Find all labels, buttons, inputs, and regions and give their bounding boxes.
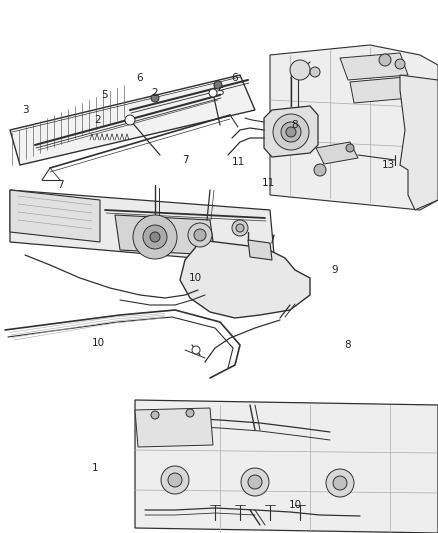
Text: 1: 1 xyxy=(92,463,98,473)
Polygon shape xyxy=(10,190,100,242)
Circle shape xyxy=(248,475,262,489)
Circle shape xyxy=(326,469,354,497)
Text: 8: 8 xyxy=(345,340,351,350)
Circle shape xyxy=(151,411,159,419)
Circle shape xyxy=(314,164,326,176)
Polygon shape xyxy=(248,240,272,260)
Circle shape xyxy=(290,60,310,80)
Circle shape xyxy=(214,81,222,89)
Text: 13: 13 xyxy=(381,160,395,170)
Text: 2: 2 xyxy=(152,88,158,98)
Polygon shape xyxy=(340,53,408,80)
Circle shape xyxy=(286,127,296,137)
Text: 6: 6 xyxy=(232,73,238,83)
Circle shape xyxy=(186,409,194,417)
Circle shape xyxy=(150,232,160,242)
Polygon shape xyxy=(316,142,358,164)
Text: 7: 7 xyxy=(57,180,64,190)
Polygon shape xyxy=(350,77,410,103)
Polygon shape xyxy=(10,190,275,265)
Text: 3: 3 xyxy=(22,105,28,115)
Circle shape xyxy=(236,224,244,232)
Polygon shape xyxy=(135,400,438,533)
Text: 10: 10 xyxy=(92,338,105,348)
Polygon shape xyxy=(270,45,438,210)
Circle shape xyxy=(273,114,309,150)
Text: 10: 10 xyxy=(289,500,301,510)
Circle shape xyxy=(395,59,405,69)
Text: 5: 5 xyxy=(102,90,108,100)
Circle shape xyxy=(333,476,347,490)
Circle shape xyxy=(188,223,212,247)
Text: 9: 9 xyxy=(332,265,338,275)
Circle shape xyxy=(379,54,391,66)
Text: 7: 7 xyxy=(182,155,188,165)
Circle shape xyxy=(133,215,177,259)
Circle shape xyxy=(209,89,217,97)
Text: 11: 11 xyxy=(231,157,245,167)
Polygon shape xyxy=(135,408,213,447)
Circle shape xyxy=(125,115,135,125)
Text: 6: 6 xyxy=(137,73,143,83)
Circle shape xyxy=(194,229,206,241)
Polygon shape xyxy=(264,106,318,157)
Polygon shape xyxy=(10,75,255,165)
Circle shape xyxy=(143,225,167,249)
Circle shape xyxy=(168,473,182,487)
Polygon shape xyxy=(115,215,215,255)
Text: 10: 10 xyxy=(188,273,201,283)
Text: 8: 8 xyxy=(292,120,298,130)
Text: 5: 5 xyxy=(217,87,223,97)
Text: 11: 11 xyxy=(261,178,275,188)
Circle shape xyxy=(192,346,200,354)
Polygon shape xyxy=(180,240,310,318)
Circle shape xyxy=(310,67,320,77)
Circle shape xyxy=(151,94,159,102)
Text: 2: 2 xyxy=(95,115,101,125)
Circle shape xyxy=(281,122,301,142)
Circle shape xyxy=(346,144,354,152)
Circle shape xyxy=(161,466,189,494)
Polygon shape xyxy=(400,75,438,210)
Circle shape xyxy=(241,468,269,496)
Circle shape xyxy=(232,220,248,236)
